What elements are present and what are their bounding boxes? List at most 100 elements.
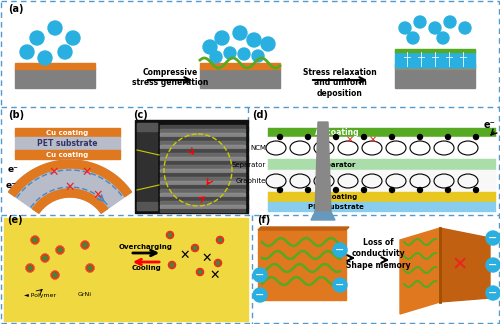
Bar — [15, 137, 120, 150]
Text: Cu coating: Cu coating — [46, 130, 88, 135]
Text: PET substrate: PET substrate — [37, 139, 98, 148]
Bar — [160, 181, 245, 183]
Circle shape — [58, 248, 62, 252]
Bar — [200, 68, 280, 88]
Text: ✕: ✕ — [202, 251, 212, 264]
Polygon shape — [400, 228, 440, 314]
Text: Stress relaxation
and uniform
deposition: Stress relaxation and uniform deposition — [303, 68, 377, 98]
Text: −: − — [336, 245, 344, 255]
Polygon shape — [258, 227, 349, 230]
Bar — [137, 123, 157, 131]
Circle shape — [414, 16, 426, 28]
Text: e⁻: e⁻ — [8, 165, 19, 174]
Bar — [160, 141, 245, 144]
Bar — [160, 177, 245, 179]
Circle shape — [444, 16, 456, 28]
Bar — [160, 169, 245, 171]
Bar — [395, 51, 475, 68]
Bar — [135, 120, 248, 213]
Circle shape — [306, 134, 310, 140]
Text: −: − — [488, 233, 498, 243]
Text: Cooling: Cooling — [131, 265, 161, 271]
Circle shape — [30, 31, 44, 45]
Circle shape — [218, 238, 222, 242]
Bar — [15, 128, 120, 137]
Circle shape — [334, 134, 338, 140]
Bar — [160, 153, 245, 156]
Bar — [395, 63, 475, 69]
Text: ✕: ✕ — [369, 135, 377, 145]
Circle shape — [28, 266, 32, 270]
Circle shape — [216, 261, 220, 265]
Circle shape — [20, 45, 34, 59]
Circle shape — [486, 258, 500, 272]
Bar — [200, 63, 280, 69]
Circle shape — [193, 246, 197, 250]
Text: Cu coating: Cu coating — [46, 152, 88, 157]
Circle shape — [446, 188, 450, 192]
Text: Compressive
stress generation: Compressive stress generation — [132, 68, 208, 87]
Circle shape — [247, 33, 261, 47]
Text: ✕: ✕ — [452, 256, 468, 274]
Circle shape — [252, 50, 264, 62]
Circle shape — [224, 47, 236, 59]
Text: Separator: Separator — [316, 161, 356, 168]
Text: ✕: ✕ — [180, 249, 190, 261]
Polygon shape — [8, 160, 132, 213]
Circle shape — [53, 273, 57, 277]
Circle shape — [203, 40, 217, 54]
Circle shape — [168, 233, 172, 237]
Circle shape — [233, 26, 247, 40]
Text: ✕: ✕ — [82, 166, 92, 179]
Circle shape — [278, 188, 282, 192]
Text: e⁻: e⁻ — [484, 120, 496, 130]
Bar — [268, 128, 496, 137]
Circle shape — [83, 243, 87, 247]
Circle shape — [170, 263, 174, 267]
Text: NCM: NCM — [250, 145, 266, 151]
Circle shape — [43, 256, 47, 260]
Circle shape — [429, 22, 441, 34]
Text: ✕: ✕ — [48, 166, 58, 179]
Circle shape — [58, 45, 72, 59]
Circle shape — [474, 134, 478, 140]
Bar — [160, 137, 245, 140]
Bar — [160, 129, 245, 132]
Circle shape — [66, 31, 80, 45]
Text: GrNi: GrNi — [78, 293, 92, 297]
Bar — [160, 209, 245, 212]
Polygon shape — [440, 228, 490, 302]
Bar — [160, 185, 245, 188]
Polygon shape — [258, 230, 346, 300]
Text: e⁻: e⁻ — [6, 181, 17, 190]
Bar — [160, 197, 245, 200]
Bar — [160, 157, 245, 159]
Circle shape — [48, 21, 62, 35]
Text: (d): (d) — [252, 110, 268, 120]
Text: (f): (f) — [257, 215, 270, 225]
Bar — [160, 145, 245, 147]
Text: Al coating: Al coating — [314, 128, 358, 137]
Text: PET substrate: PET substrate — [308, 204, 364, 210]
Bar — [268, 137, 496, 159]
Text: −: − — [488, 260, 498, 270]
Circle shape — [486, 231, 500, 245]
Circle shape — [390, 188, 394, 192]
Bar — [160, 193, 245, 195]
Circle shape — [333, 278, 347, 292]
Bar — [160, 149, 245, 152]
Bar — [160, 165, 245, 168]
Circle shape — [474, 188, 478, 192]
Text: −: − — [488, 288, 498, 298]
Text: −: − — [256, 290, 264, 300]
Circle shape — [362, 134, 366, 140]
Circle shape — [198, 270, 202, 274]
Bar — [160, 161, 245, 164]
Circle shape — [459, 22, 471, 34]
Text: ✕: ✕ — [64, 180, 75, 193]
Circle shape — [306, 188, 310, 192]
Circle shape — [418, 188, 422, 192]
Text: (c): (c) — [133, 110, 148, 120]
Bar — [160, 133, 245, 135]
Circle shape — [390, 134, 394, 140]
